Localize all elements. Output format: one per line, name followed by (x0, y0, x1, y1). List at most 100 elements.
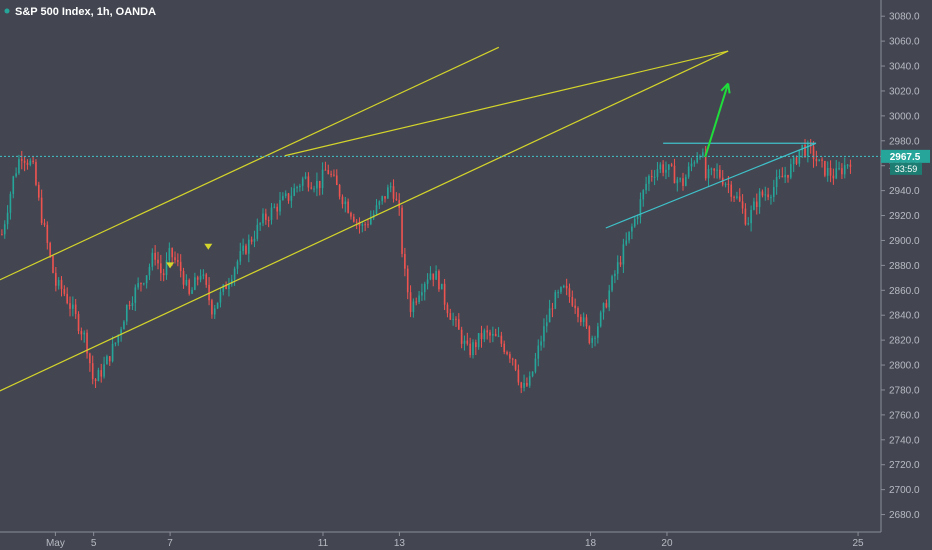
candle-body (6, 212, 9, 225)
candle-body (404, 253, 406, 269)
candle (202, 269, 205, 280)
candle-body (753, 201, 755, 210)
candle-body (296, 187, 298, 189)
candle (128, 300, 131, 310)
time-tick-label: 7 (167, 538, 173, 549)
candle-body (784, 174, 786, 178)
candle-body (55, 272, 57, 286)
candle-body (662, 164, 664, 173)
candle (716, 163, 718, 179)
price-tick-label: 3000.0 (889, 111, 920, 122)
candle-body (790, 164, 792, 178)
candle-body (597, 326, 599, 338)
price-axis[interactable] (881, 0, 932, 550)
candle (318, 180, 321, 196)
price-badge-value: 2967.5 (890, 152, 921, 163)
candle-body (736, 196, 738, 198)
candle (588, 325, 591, 345)
candle-body (270, 207, 273, 220)
countdown-badge-bg (890, 162, 922, 175)
candle (211, 298, 213, 319)
candle-body (543, 326, 545, 342)
candle (341, 194, 344, 209)
candle-body (687, 166, 690, 177)
candle (807, 140, 809, 163)
candle-body (466, 340, 469, 344)
candle (364, 222, 366, 232)
candle (421, 283, 423, 301)
candle-body (23, 160, 26, 163)
marker-triangle-icon (166, 262, 175, 269)
candle (426, 273, 429, 290)
candle-body (69, 303, 71, 309)
candle (270, 203, 273, 225)
candle-body (738, 196, 741, 202)
candle-body (97, 370, 100, 382)
candle-body (804, 144, 806, 157)
candle-body (682, 178, 684, 186)
candle (273, 203, 276, 209)
candle-body (361, 224, 364, 226)
candle (381, 195, 383, 205)
candle (174, 251, 176, 264)
candle-body (509, 354, 511, 359)
candle (37, 181, 40, 201)
candle (160, 254, 162, 281)
candle-body (653, 176, 656, 178)
candle-body (608, 290, 611, 308)
candle (15, 167, 17, 178)
candle (846, 164, 849, 169)
candle (696, 152, 698, 164)
candle (89, 352, 91, 372)
candle (713, 168, 716, 179)
candle (503, 340, 506, 355)
candle (335, 169, 338, 186)
candle-body (392, 186, 395, 199)
candle-body (826, 168, 829, 176)
candle (179, 254, 182, 278)
candle-body (531, 371, 534, 377)
candle-body (299, 185, 301, 188)
candle (790, 158, 792, 180)
candle-body (352, 216, 355, 222)
candle (123, 320, 125, 330)
candle-body (801, 144, 803, 151)
candle-body (577, 308, 579, 317)
candle (639, 192, 642, 224)
candle (506, 350, 508, 356)
candle (821, 157, 823, 168)
candle-body (528, 376, 531, 386)
candle (162, 268, 165, 282)
candle (597, 322, 599, 344)
drawings-layer (0, 46, 881, 392)
candle (804, 139, 806, 158)
candle (418, 290, 420, 305)
candle-body (108, 356, 111, 362)
candle-body (724, 183, 727, 185)
candle-body (304, 176, 307, 179)
candle-body (265, 213, 267, 220)
candle (670, 162, 673, 167)
candle-body (330, 173, 332, 175)
candle-body (222, 284, 225, 292)
candle (77, 311, 80, 335)
candle (534, 352, 537, 374)
time-tick-label: 18 (585, 538, 597, 549)
candle (389, 182, 392, 193)
candle-body (35, 162, 37, 185)
candle-body (80, 331, 83, 335)
candle-body (409, 292, 412, 313)
candle-body (849, 164, 852, 167)
candle (665, 161, 667, 180)
candle (843, 157, 846, 179)
candle (429, 266, 432, 281)
candle (835, 159, 838, 180)
candle (676, 176, 679, 192)
candle (194, 272, 196, 291)
candle-body (426, 279, 429, 284)
candle-body (287, 193, 290, 201)
candle (26, 159, 29, 170)
candle-body (245, 245, 247, 254)
